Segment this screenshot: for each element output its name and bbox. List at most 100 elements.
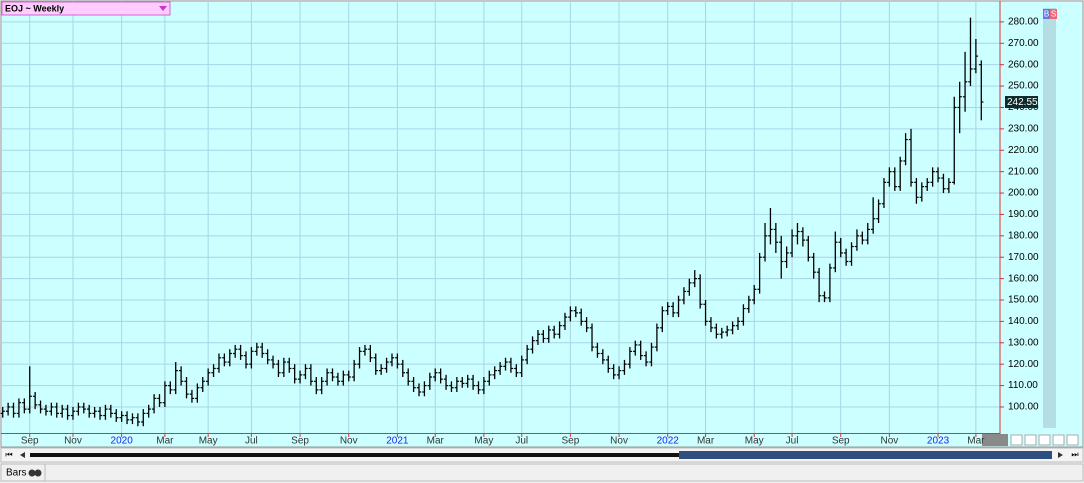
ohlc-bar [497, 362, 503, 375]
ohlc-bar [735, 317, 741, 330]
ohlc-bar [308, 364, 314, 386]
status-icon[interactable] [34, 469, 42, 477]
x-tick-label: 2023 [927, 436, 950, 447]
nav-button[interactable] [1052, 434, 1065, 446]
scroll-thumb[interactable] [679, 451, 1052, 459]
ohlc-bar [297, 370, 303, 384]
ohlc-bar [389, 353, 395, 367]
nav-button[interactable] [1010, 434, 1023, 446]
ohlc-bar [205, 368, 211, 386]
ohlc-bar [351, 359, 357, 382]
buy-button[interactable] [1043, 9, 1050, 19]
ohlc-bar [768, 208, 773, 245]
symbol-box[interactable] [1, 1, 171, 16]
ohlc-bar [638, 340, 643, 360]
x-tick-label: Mar [967, 436, 985, 447]
scroll-marker [982, 434, 1008, 446]
scroll-first[interactable]: ⏮ [5, 450, 12, 459]
ohlc-bar [335, 372, 341, 386]
y-tick-label: 200.00 [1008, 188, 1039, 199]
ohlc-bar [708, 317, 714, 333]
ohlc-bar [97, 406, 103, 420]
sell-button[interactable] [1050, 9, 1057, 19]
ohlc-bar [157, 394, 162, 407]
ohlc-bar [222, 353, 227, 367]
ohlc-bar [54, 402, 59, 418]
x-tick-label: Nov [64, 436, 82, 447]
ohlc-bar [243, 351, 249, 369]
ohlc-bar [519, 355, 524, 378]
ohlc-bar [979, 60, 984, 121]
y-tick-label: 220.00 [1008, 145, 1039, 156]
nav-button[interactable] [1024, 434, 1037, 446]
ohlc-bar [254, 342, 260, 356]
ohlc-bar [178, 366, 184, 386]
ohlc-bar [292, 364, 297, 384]
x-tick-label: Sep [291, 436, 309, 447]
x-tick-label: Jul [515, 436, 528, 447]
status-icon[interactable] [28, 469, 36, 477]
x-tick-label: Sep [561, 436, 579, 447]
ohlc-bar [811, 252, 816, 279]
ohlc-bar [492, 366, 497, 380]
ohlc-bar [378, 364, 384, 375]
ohlc-bar [76, 402, 81, 416]
grid [1, 1, 1000, 433]
y-tick-label: 100.00 [1008, 402, 1039, 413]
ohlc-bar [11, 402, 16, 418]
y-tick-label: 110.00 [1008, 380, 1038, 391]
ohlc-bar [43, 404, 49, 416]
ohlc-bar [546, 325, 551, 343]
ohlc-bar [124, 411, 130, 425]
ohlc-bar [606, 355, 611, 373]
ohlc-bar [59, 404, 65, 418]
bars [0, 17, 984, 427]
ohlc-bar [843, 248, 849, 266]
ohlc-bar [692, 270, 697, 288]
ohlc-bar [227, 349, 232, 367]
ohlc-bar [65, 404, 70, 420]
ohlc-bar [887, 167, 892, 187]
scroll-last[interactable]: ⏭ [1071, 450, 1078, 459]
y-tick-label: 130.00 [1008, 337, 1039, 348]
x-tick-label: May [745, 436, 764, 447]
ohlc-bar [189, 389, 195, 403]
y-tick-label: 170.00 [1008, 252, 1039, 263]
nav-button[interactable] [1038, 434, 1051, 446]
ohlc-bar [119, 411, 124, 422]
ohlc-bar [16, 398, 22, 418]
ohlc-bar [422, 381, 427, 397]
ohlc-bar [114, 409, 119, 422]
y-tick-label: 280.00 [1008, 17, 1039, 28]
ohlc-bar [368, 344, 373, 363]
x-tick-label: Sep [832, 436, 850, 447]
ohlc-bar [514, 364, 519, 378]
scroll-left[interactable] [20, 452, 25, 458]
ohlc-bar [184, 377, 189, 399]
ohlc-bar [676, 295, 681, 318]
ohlc-bar [49, 402, 54, 416]
ohlc-bar [719, 327, 724, 339]
ohlc-bar [584, 317, 589, 333]
ohlc-bar [660, 306, 665, 333]
ohlc-bar [103, 404, 108, 420]
ohlc-bar [5, 402, 11, 416]
last-price-label: 242.55 [1007, 97, 1038, 108]
ohlc-bar [568, 306, 573, 322]
ohlc-bar [730, 321, 735, 335]
dropdown-arrow[interactable] [159, 6, 167, 11]
y-tick-label: 250.00 [1008, 81, 1039, 92]
ohlc-bar [681, 287, 687, 305]
ohlc-bar [649, 342, 654, 367]
ohlc-bar [908, 128, 914, 187]
ohlc-bar [779, 235, 784, 279]
nav-button[interactable] [1066, 434, 1079, 446]
ohlc-bar [897, 156, 903, 191]
ohlc-bar [670, 302, 676, 318]
scroll-right[interactable] [1058, 452, 1063, 458]
ohlc-bar [357, 347, 362, 369]
ohlc-bar [460, 377, 465, 388]
ohlc-bar [232, 344, 238, 358]
ohlc-bar [903, 133, 908, 166]
ohlc-bar [952, 96, 957, 185]
